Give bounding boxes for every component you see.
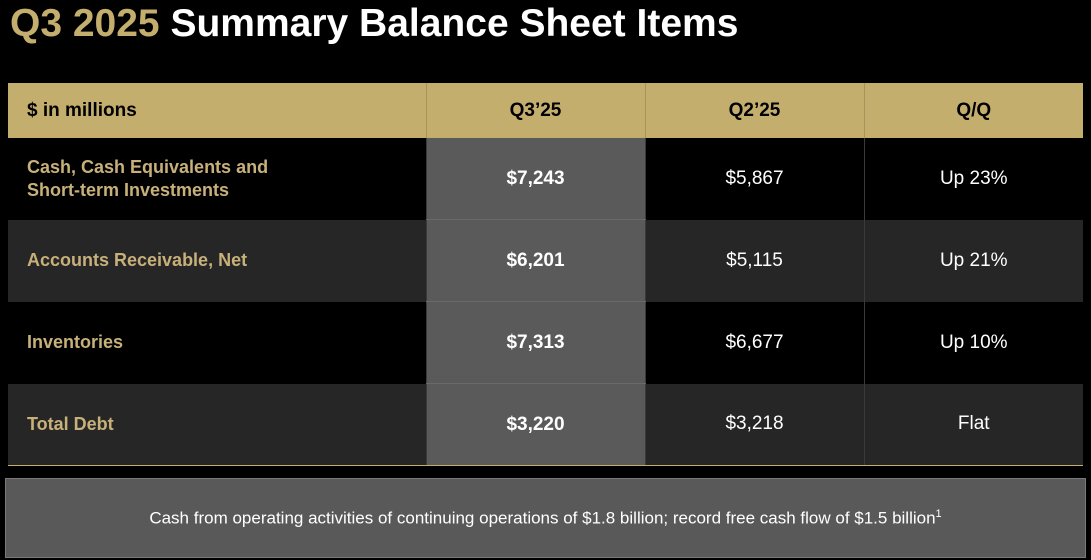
row-label: Total Debt: [8, 383, 426, 466]
table-cell: Up 21%: [863, 219, 1083, 302]
row-label-text: Total Debt: [27, 413, 114, 434]
balance-table: $ in millions Q3’25 Q2’25 Q/Q Cash, Cash Eq…: [8, 83, 1083, 466]
column-header: $ in millions: [8, 83, 426, 138]
table-row: Inventories $7,313 $6,677 Up 10%: [8, 301, 1083, 384]
table-cell: $7,243: [425, 138, 645, 220]
title-text: Summary Balance Sheet Items: [170, 2, 739, 45]
table-row: Total Debt $3,220 $3,218 Flat: [8, 383, 1083, 466]
table-cell: $6,677: [644, 301, 864, 384]
table-body: Cash, Cash Equivalents and Short-term In…: [8, 138, 1083, 466]
table-cell: Up 23%: [863, 138, 1083, 220]
note-superscript: 1: [935, 507, 942, 520]
table-row: Cash, Cash Equivalents and Short-term In…: [8, 138, 1083, 220]
table-cell: $6,201: [425, 219, 645, 302]
row-label: Inventories: [8, 302, 426, 384]
table-row: Accounts Receivable, Net $6,201 $5,115 Up 2…: [8, 219, 1083, 302]
column-header: Q3’25: [425, 83, 645, 138]
table-cell: Up 10%: [863, 301, 1083, 384]
column-header: Q2’25: [644, 83, 864, 138]
header-row: $ in millions Q3’25 Q2’25 Q/Q: [8, 83, 1083, 138]
table-cell: $7,313: [425, 301, 645, 384]
row-label: Cash, Cash Equivalents and Short-term In…: [8, 138, 426, 220]
row-label-text: Inventories: [27, 332, 124, 352]
footnote: Cash from operating activities of contin…: [5, 478, 1086, 558]
table-cell: $5,867: [644, 138, 864, 220]
row-label-text: Accounts Receivable, Net: [27, 250, 248, 270]
table-cell: $5,115: [644, 219, 864, 302]
table-cell: Flat: [863, 383, 1083, 466]
title: Q3 2025 Summary Balance Sheet Items: [10, 0, 738, 48]
title-highlight: Q3 2025: [10, 2, 160, 45]
column-header: Q/Q: [863, 83, 1083, 138]
row-label: Accounts Receivable, Net: [8, 219, 426, 302]
row-label-text: Cash, Cash Equivalents and Short-term In…: [27, 156, 269, 200]
note-text: Cash from operating activities of contin…: [149, 508, 936, 528]
table-cell: $3,218: [644, 383, 864, 466]
table-cell: $3,220: [425, 383, 645, 466]
